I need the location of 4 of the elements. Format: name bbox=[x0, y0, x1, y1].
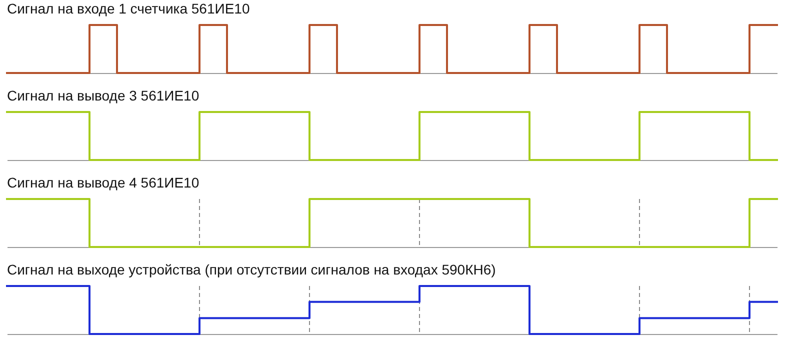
chart-title: Сигнал на выходе устройства (при отсутствии сигналов на входах 590КН6) bbox=[7, 262, 496, 278]
chart-title: Сигнал на выводе 4 561ИЕ10 bbox=[7, 174, 200, 191]
chart-title: Сигнал на входе 1 счетчика 561ИЕ10 bbox=[7, 0, 250, 17]
chart-title: Сигнал на выводе 3 561ИЕ10 bbox=[7, 88, 200, 104]
